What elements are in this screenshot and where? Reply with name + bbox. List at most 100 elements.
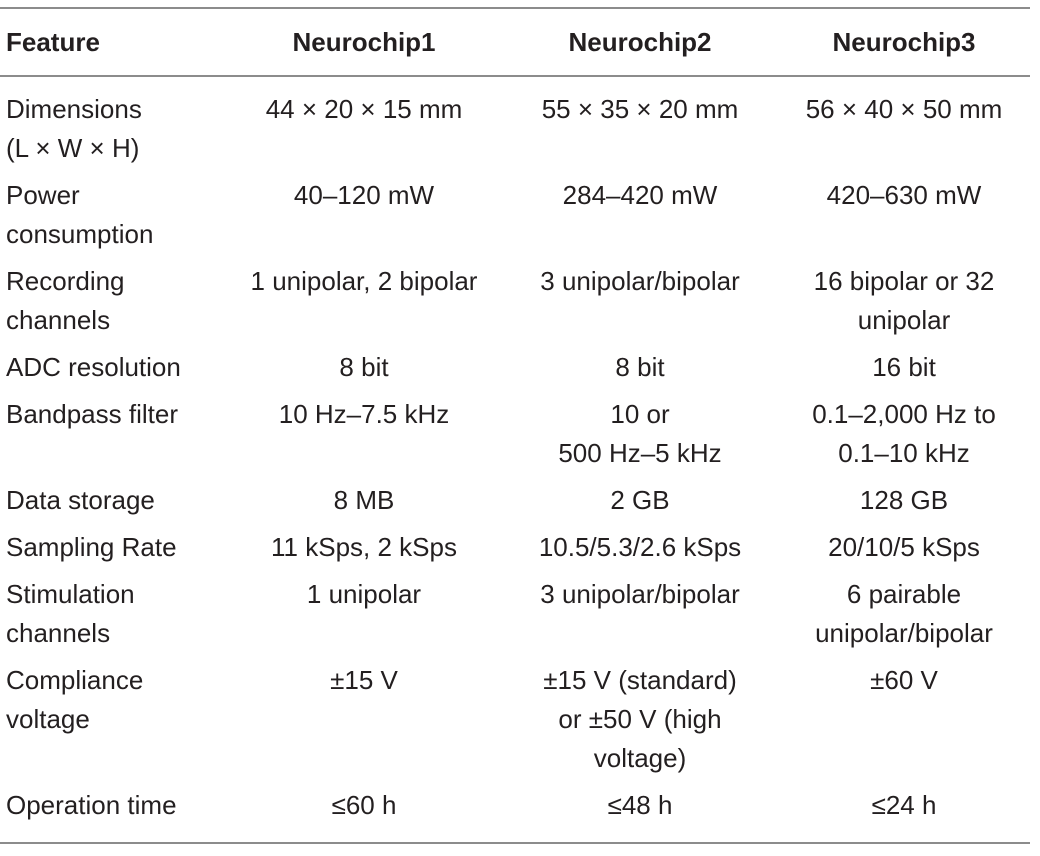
feature-cell: Recording channels: [0, 258, 226, 344]
neurochip2-cell: 10 or 500 Hz–5 kHz: [502, 391, 778, 477]
cell-text-line: ADC resolution: [6, 352, 181, 382]
cell-text-line: 2 GB: [610, 485, 670, 515]
cell-text-line: Operation time: [6, 790, 177, 820]
neurochip3-cell: ±60 V: [778, 657, 1030, 782]
neurochip3-cell: 16 bit: [778, 344, 1030, 391]
cell-text-line: 56 × 40 × 50 mm: [805, 94, 1003, 124]
table-row: ADC resolution 8 bit 8 bit 16 bit: [0, 344, 1030, 391]
cell-text-line: ≤24 h: [871, 790, 937, 820]
cell-text-line: 20/10/5 kSps: [828, 532, 980, 562]
table-row: Data storage 8 MB 2 GB 128 GB: [0, 477, 1030, 524]
neurochip1-cell: ±15 V: [226, 657, 502, 782]
neurochip1-cell: 1 unipolar: [226, 571, 502, 657]
feature-cell: Power consumption: [0, 172, 226, 258]
feature-cell: Compliance voltage: [0, 657, 226, 782]
cell-text-line: ±15 V (standard): [543, 665, 737, 695]
neurochip3-cell: 0.1–2,000 Hz to 0.1–10 kHz: [778, 391, 1030, 477]
neurochip2-cell: 8 bit: [502, 344, 778, 391]
cell-text-line: 420–630 mW: [826, 180, 982, 210]
header-neurochip1: Neurochip1: [292, 26, 436, 57]
cell-text-line: Stimulation: [6, 579, 135, 609]
cell-text-line: Compliance: [6, 665, 144, 695]
cell-text-line: unipolar: [857, 305, 951, 335]
cell-text-line: 16 bipolar or 32: [813, 266, 995, 296]
neurochip1-cell: 8 bit: [226, 344, 502, 391]
table-header: Feature Neurochip1 Neurochip2 Neurochip3: [0, 8, 1030, 76]
cell-text-line: Power: [6, 180, 80, 210]
neurochip2-cell: 2 GB: [502, 477, 778, 524]
cell-text-line: 55 × 35 × 20 mm: [541, 94, 739, 124]
neurochip2-cell: ±15 V (standard) or ±50 V (high voltage): [502, 657, 778, 782]
cell-text-line: 284–420 mW: [562, 180, 718, 210]
cell-text-line: consumption: [6, 219, 154, 249]
cell-text-line: 10 Hz–7.5 kHz: [278, 399, 450, 429]
table-body: Dimensions (L × W × H) 44 × 20 × 15 mm 55 ×…: [0, 76, 1030, 843]
header-neurochip3: Neurochip3: [832, 26, 976, 57]
table-row: Recording channels 1 unipolar, 2 bipolar 3 …: [0, 258, 1030, 344]
cell-text-line: 8 bit: [339, 352, 389, 382]
table-row: Bandpass filter 10 Hz–7.5 kHz 10 or 500 Hz–…: [0, 391, 1030, 477]
feature-cell: Sampling Rate: [0, 524, 226, 571]
neurochip3-cell: 6 pairable unipolar/bipolar: [778, 571, 1030, 657]
cell-text-line: 40–120 mW: [293, 180, 435, 210]
cell-text-line: 500 Hz–5 kHz: [558, 438, 722, 468]
neurochip2-cell: 3 unipolar/bipolar: [502, 571, 778, 657]
cell-text-line: 0.1–10 kHz: [838, 438, 970, 468]
cell-text-line: 8 MB: [333, 485, 395, 515]
neurochip1-cell: 10 Hz–7.5 kHz: [226, 391, 502, 477]
feature-cell: Operation time: [0, 782, 226, 843]
cell-text-line: voltage: [6, 704, 90, 734]
neurochip2-cell: ≤48 h: [502, 782, 778, 843]
cell-text-line: Bandpass filter: [6, 399, 178, 429]
neurochip1-cell: 44 × 20 × 15 mm: [226, 76, 502, 172]
neurochip2-cell: 10.5/5.3/2.6 kSps: [502, 524, 778, 571]
neurochip3-cell: 20/10/5 kSps: [778, 524, 1030, 571]
feature-cell: ADC resolution: [0, 344, 226, 391]
neurochip2-cell: 3 unipolar/bipolar: [502, 258, 778, 344]
cell-text-line: 10.5/5.3/2.6 kSps: [538, 532, 742, 562]
neurochip3-cell: 420–630 mW: [778, 172, 1030, 258]
table-row: Power consumption 40–120 mW 284–420 mW 420–6…: [0, 172, 1030, 258]
cell-text-line: channels: [6, 305, 111, 335]
neurochip1-cell: 11 kSps, 2 kSps: [226, 524, 502, 571]
cell-text-line: Data storage: [6, 485, 155, 515]
cell-text-line: (L × W × H): [6, 133, 140, 163]
table-row: Sampling Rate 11 kSps, 2 kSps 10.5/5.3/2.6…: [0, 524, 1030, 571]
cell-text-line: unipolar/bipolar: [815, 618, 993, 648]
table-row: Operation time ≤60 h ≤48 h ≤24 h: [0, 782, 1030, 843]
table-row: Dimensions (L × W × H) 44 × 20 × 15 mm 55 ×…: [0, 76, 1030, 172]
cell-text-line: 128 GB: [859, 485, 949, 515]
cell-text-line: Dimensions: [6, 94, 142, 124]
neurochip1-cell: 1 unipolar, 2 bipolar: [226, 258, 502, 344]
cell-text-line: 3 unipolar/bipolar: [540, 266, 740, 296]
cell-text-line: 10 or: [610, 399, 670, 429]
cell-text-line: ≤48 h: [607, 790, 673, 820]
neurochip3-cell: 128 GB: [778, 477, 1030, 524]
feature-cell: Data storage: [0, 477, 226, 524]
cell-text-line: 1 unipolar: [306, 579, 422, 609]
cell-text-line: Sampling Rate: [6, 532, 177, 562]
neurochip2-cell: 55 × 35 × 20 mm: [502, 76, 778, 172]
header-row: Feature Neurochip1 Neurochip2 Neurochip3: [0, 8, 1030, 76]
neurochip2-cell: 284–420 mW: [502, 172, 778, 258]
cell-text-line: or ±50 V (high: [558, 704, 722, 734]
cell-text-line: 6 pairable: [846, 579, 962, 609]
cell-text-line: 1 unipolar, 2 bipolar: [250, 266, 478, 296]
neurochip3-cell: ≤24 h: [778, 782, 1030, 843]
cell-text-line: 11 kSps, 2 kSps: [271, 532, 457, 562]
cell-text-line: channels: [6, 618, 111, 648]
cell-text-line: 16 bit: [872, 352, 936, 382]
cell-text-line: 8 bit: [615, 352, 665, 382]
header-feature: Feature: [6, 26, 100, 57]
cell-text-line: voltage): [593, 743, 687, 773]
table-row: Stimulation channels 1 unipolar 3 unipolar/…: [0, 571, 1030, 657]
feature-cell: Dimensions (L × W × H): [0, 76, 226, 172]
cell-text-line: 0.1–2,000 Hz to: [812, 399, 996, 429]
neurochip3-cell: 56 × 40 × 50 mm: [778, 76, 1030, 172]
cell-text-line: ≤60 h: [331, 790, 397, 820]
cell-text-line: 44 × 20 × 15 mm: [265, 94, 463, 124]
neurochip-comparison-table: Feature Neurochip1 Neurochip2 Neurochip3…: [0, 7, 1030, 844]
neurochip1-cell: 40–120 mW: [226, 172, 502, 258]
cell-text-line: ±60 V: [870, 665, 938, 695]
